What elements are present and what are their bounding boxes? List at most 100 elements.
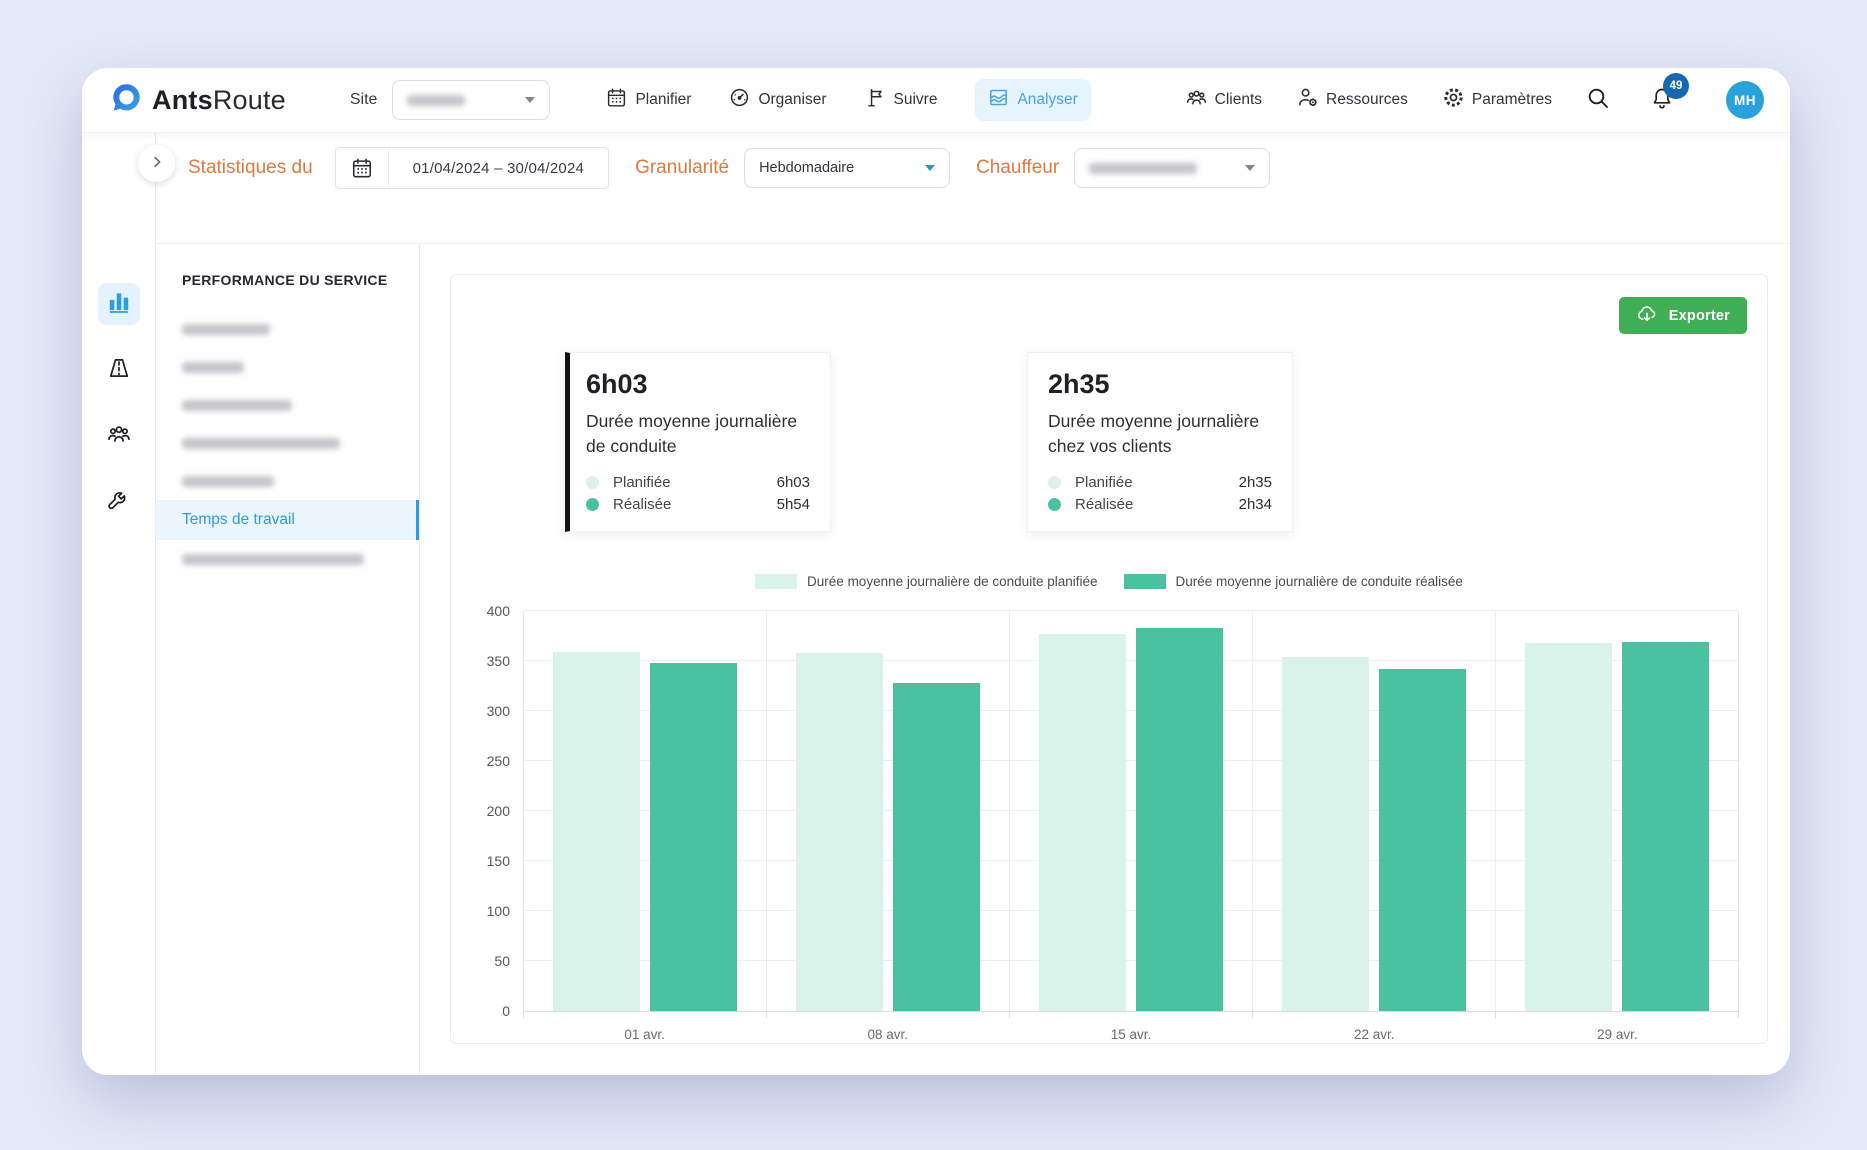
kpi-row-realised: Réalisée 5h54 [586, 496, 810, 513]
chart-y-axis: 0 50 100 150 200 250 300 350 400 [468, 604, 523, 1018]
signpost-icon [865, 87, 886, 113]
nav-ressources[interactable]: Ressources [1296, 86, 1408, 114]
gridline [524, 809, 1738, 811]
notification-badge: 49 [1663, 72, 1689, 99]
kpi-row-label: Planifiée [1075, 473, 1133, 491]
bar-planned [795, 652, 883, 1011]
bar-realised [893, 682, 981, 1011]
wrench-icon [106, 487, 131, 517]
secondary-nav: Clients Ressources Param [1185, 72, 1764, 119]
area-chart-icon [988, 87, 1009, 113]
tab-organiser[interactable]: Organiser [729, 87, 827, 113]
sidebar-heading: PERFORMANCE DU SERVICE [182, 272, 388, 288]
driver-select[interactable] [1074, 148, 1271, 188]
gridline [524, 859, 1738, 861]
antsroute-logo-icon [110, 81, 143, 119]
tab-planifier[interactable]: Planifier [606, 87, 691, 113]
sidebar-item-redacted[interactable] [156, 462, 419, 500]
tab-analyser[interactable]: Analyser [975, 79, 1091, 121]
calendar-icon [606, 87, 627, 113]
x-tick-label: 08 avr. [867, 1026, 909, 1042]
sidebar-item-temps-de-travail[interactable]: Temps de travail [156, 500, 419, 540]
speedometer-icon [729, 87, 750, 113]
rail-settings-button[interactable] [98, 481, 140, 523]
nav-label: Clients [1214, 91, 1263, 108]
export-button[interactable]: Exporter [1618, 297, 1747, 334]
kpi-card-conduite[interactable]: 6h03 Durée moyenne journalière de condui… [565, 352, 831, 532]
brand-logo[interactable]: AntsRoute [110, 81, 286, 119]
chevron-down-icon [925, 165, 936, 171]
bar-realised [1379, 668, 1467, 1011]
filter-bar: Statistiques du 01/04/2024 – 30/04/2024 … [138, 133, 1790, 244]
bar-group [1496, 611, 1738, 1011]
legend-item-realised: Durée moyenne journalière de conduite ré… [1123, 573, 1463, 589]
worktime-panel: Exporter 6h03 Durée moyenne journalière … [450, 274, 1768, 1044]
tab-label: Organiser [758, 91, 827, 108]
kpi-value: 2h35 [1048, 369, 1110, 399]
bar-group [767, 610, 1010, 1011]
main-area: Exporter 6h03 Durée moyenne journalière … [420, 244, 1790, 1075]
y-tick-label: 300 [486, 702, 510, 719]
tab-label: Planifier [635, 91, 692, 108]
kpi-rows: Planifiée 2h35 Réalisée 2h34 [1048, 474, 1272, 513]
date-range-picker[interactable]: 01/04/2024 – 30/04/2024 [334, 147, 610, 189]
chart-x-labels: 01 avr. 08 avr. 15 avr. 22 avr. 29 avr. [523, 1027, 1739, 1042]
chart-groups [524, 610, 1738, 1011]
body: Statistiques du 01/04/2024 – 30/04/2024 … [82, 133, 1790, 1075]
top-navigation-bar: AntsRoute Site Planifier [82, 68, 1790, 133]
avatar[interactable]: MH [1726, 81, 1764, 119]
granularity-value: Hebdomadaire [759, 160, 855, 176]
gridline [524, 959, 1738, 961]
filter-controls: Statistiques du 01/04/2024 – 30/04/2024 … [172, 147, 1271, 189]
x-tick-label: 22 avr. [1353, 1026, 1395, 1042]
kpi-row-label: Planifiée [613, 473, 671, 491]
chart-x-ticks [523, 1011, 1739, 1018]
kpi-card-clients[interactable]: 2h35 Durée moyenne journalière chez vos … [1027, 352, 1293, 532]
legend-item-planned: Durée moyenne journalière de conduite pl… [755, 573, 1098, 589]
sidebar-item-redacted[interactable] [156, 348, 419, 386]
rail-routes-button[interactable] [98, 349, 140, 391]
sidebar-item-redacted[interactable] [156, 310, 419, 348]
tab-suivre[interactable]: Suivre [865, 87, 937, 113]
kpi-row-planned: Planifiée 6h03 [586, 474, 810, 491]
chevron-down-icon [525, 97, 536, 103]
bar-planned [1281, 656, 1369, 1011]
nav-parametres[interactable]: Paramètres [1442, 86, 1552, 114]
kpi-cards: 6h03 Durée moyenne journalière de condui… [565, 352, 1767, 532]
realised-dot-icon [1048, 497, 1061, 511]
granularity-select[interactable]: Hebdomadaire [744, 148, 951, 188]
sidebar-item-redacted[interactable] [156, 386, 419, 424]
road-icon [106, 355, 132, 386]
bar-group [1253, 610, 1496, 1011]
planned-dot-icon [1048, 475, 1061, 489]
gridline [524, 609, 1738, 611]
person-gear-icon [1296, 86, 1319, 114]
legend-label-realised: Durée moyenne journalière de conduite ré… [1175, 573, 1463, 589]
search-button[interactable] [1586, 86, 1610, 115]
y-tick-label: 250 [486, 752, 510, 769]
kpi-row-label: Réalisée [613, 495, 672, 513]
sidebar-item-redacted[interactable] [156, 424, 419, 462]
x-tick [1496, 1012, 1738, 1018]
nav-clients[interactable]: Clients [1185, 86, 1262, 114]
content: PERFORMANCE DU SERVICE Temps de travail [156, 244, 1790, 1075]
chevron-right-icon [149, 154, 165, 173]
gear-icon [1442, 86, 1465, 114]
chart-legend: Durée moyenne journalière de conduite pl… [451, 573, 1767, 589]
collapse-panel-button[interactable] [138, 145, 175, 182]
right-column: Statistiques du 01/04/2024 – 30/04/2024 … [138, 133, 1790, 1075]
realised-dot-icon [586, 497, 599, 511]
y-tick-label: 400 [486, 602, 510, 619]
sidebar-item-redacted[interactable] [156, 540, 419, 578]
site-select[interactable] [392, 80, 551, 120]
rail-team-button[interactable] [98, 415, 140, 457]
kpi-rows: Planifiée 6h03 Réalisée 5h54 [586, 474, 810, 513]
site-select-redacted-value [407, 94, 466, 106]
calendar-icon [336, 148, 389, 188]
x-tick [767, 1011, 1010, 1018]
notifications-button[interactable]: 49 [1650, 72, 1689, 115]
kpi-title: Durée moyenne journalière de conduite [586, 411, 798, 456]
gridline [524, 909, 1738, 911]
rail-statistics-button[interactable] [97, 283, 140, 325]
x-tick-label: 15 avr. [1110, 1026, 1152, 1042]
